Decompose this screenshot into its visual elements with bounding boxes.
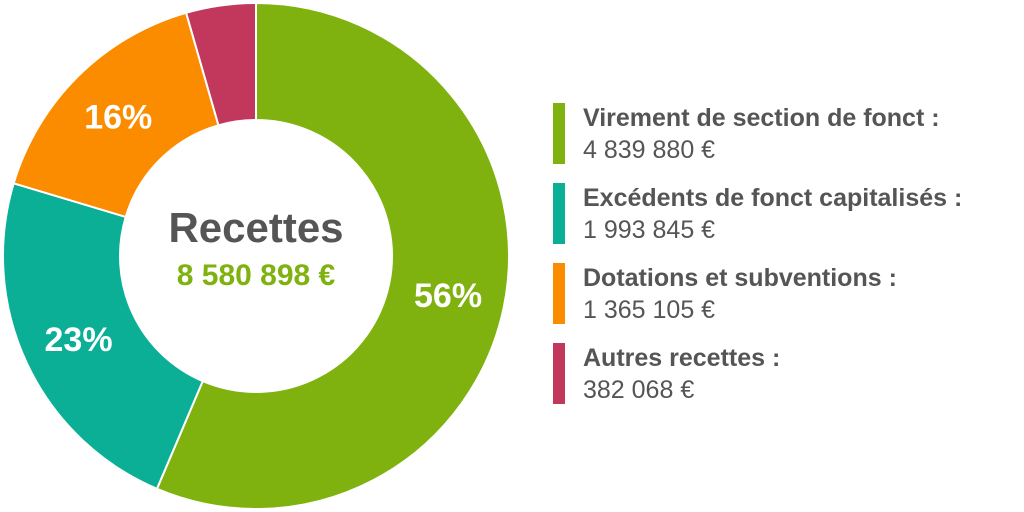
legend-label: Excédents de fonct capitalisés : bbox=[583, 184, 963, 212]
chart-center-total: 8 580 898 € bbox=[177, 259, 336, 292]
legend-value: 4 839 880 € bbox=[583, 136, 716, 164]
legend-item-virement: Virement de section de fonct : 4 839 880… bbox=[553, 103, 1023, 183]
donut-slice-4 bbox=[184, 1, 257, 127]
percent-label-3: 16% bbox=[84, 99, 152, 137]
legend-value: 1 365 105 € bbox=[583, 296, 716, 324]
donut-slice-3 bbox=[12, 11, 220, 219]
legend-label: Dotations et subventions : bbox=[583, 264, 897, 292]
legend-item-excedents: Excédents de fonct capitalisés : 1 993 8… bbox=[553, 183, 1023, 263]
donut-slices bbox=[2, 1, 510, 510]
legend-label: Virement de section de fonct : bbox=[583, 104, 940, 132]
donut-slice-1 bbox=[155, 1, 510, 510]
percent-labels: 56% 23% 16% bbox=[45, 99, 483, 360]
legend-swatch-virement bbox=[553, 103, 565, 164]
donut-slice-2 bbox=[2, 182, 205, 491]
percent-label-2: 23% bbox=[45, 321, 113, 359]
legend-label: Autres recettes : bbox=[583, 344, 781, 372]
legend-swatch-autres bbox=[553, 343, 565, 404]
legend-swatch-excedents bbox=[553, 183, 565, 244]
percent-label-1: 56% bbox=[414, 277, 482, 315]
legend-item-dotations: Dotations et subventions : 1 365 105 € bbox=[553, 263, 1023, 343]
chart-center-title: Recettes bbox=[168, 204, 343, 251]
legend-swatch-dotations bbox=[553, 263, 565, 324]
legend-value: 1 993 845 € bbox=[583, 216, 716, 244]
legend-item-autres: Autres recettes : 382 068 € bbox=[553, 343, 1023, 423]
donut-chart: 56% 23% 16% Recettes 8 580 898 € bbox=[2, 1, 510, 510]
chart-legend: Virement de section de fonct : 4 839 880… bbox=[553, 103, 1023, 423]
legend-value: 382 068 € bbox=[583, 376, 695, 404]
